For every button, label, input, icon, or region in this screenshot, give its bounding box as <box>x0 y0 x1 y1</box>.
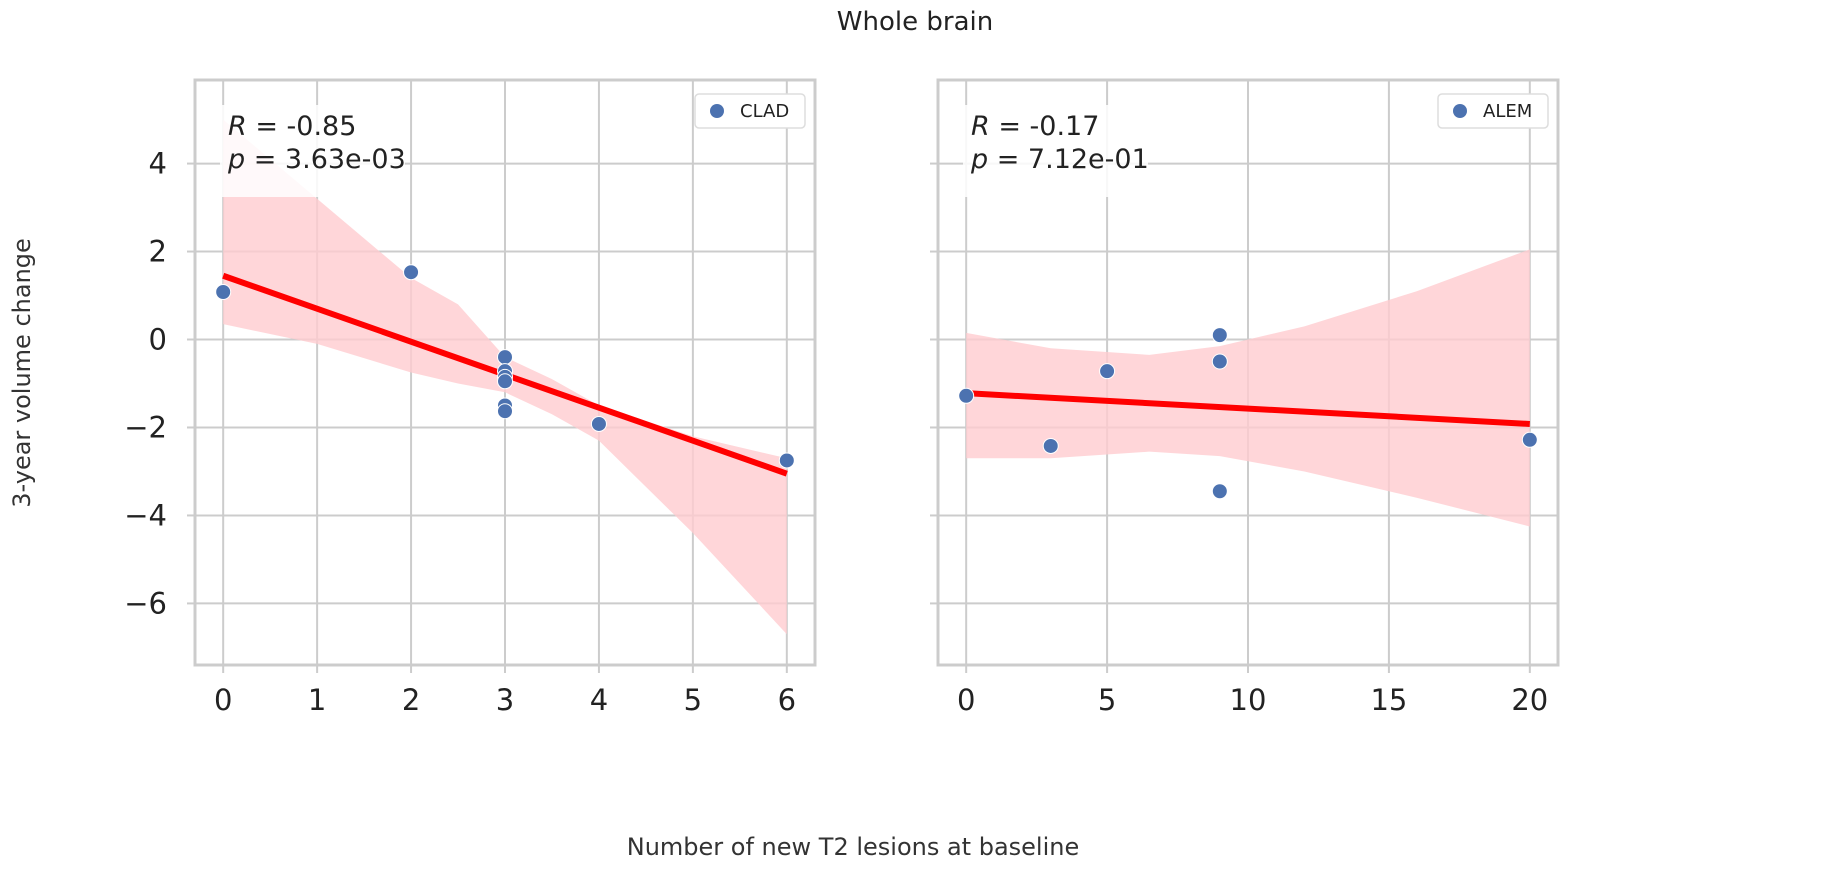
x-tick-label: 4 <box>590 683 608 717</box>
stats-box <box>220 105 405 197</box>
y-tick-label: −2 <box>124 410 167 444</box>
chart-panel-clad: 0 1 2 3 4 5 6 −6 −4 −2 0 2 4 R = -0.85p = 3.63e-03 CLA… <box>124 78 817 717</box>
x-tick-label: 0 <box>957 683 975 717</box>
data-point <box>403 264 420 281</box>
data-point <box>1521 431 1538 448</box>
x-tick-label: 20 <box>1511 683 1548 717</box>
x-tick-label: 0 <box>214 683 232 717</box>
y-tick-label: −4 <box>124 498 167 532</box>
x-tick-label: 5 <box>1098 683 1116 717</box>
stat-p-symbol: p <box>227 144 245 175</box>
stat-r-symbol: R <box>971 111 990 142</box>
stat-r-value: = -0.17 <box>990 111 1100 142</box>
data-point <box>1211 327 1228 344</box>
regression-line <box>966 390 1530 427</box>
axes-frame <box>193 78 817 667</box>
legend-box <box>694 93 806 129</box>
stat-r-value: = -0.85 <box>247 111 357 142</box>
legend-label: ALEM <box>1483 101 1532 122</box>
axes-frame <box>936 78 1560 667</box>
data-point <box>497 349 513 366</box>
data-point <box>497 403 513 420</box>
data-point <box>1211 353 1228 370</box>
y-axis-label: 3-year volume change <box>8 238 36 508</box>
x-tick-label: 1 <box>308 683 326 717</box>
x-tick-label: 2 <box>402 683 420 717</box>
stat-r-symbol: R <box>228 111 247 142</box>
legend-label: CLAD <box>740 101 789 122</box>
x-tick-label: 3 <box>496 683 514 717</box>
y-tick-label: 4 <box>149 147 167 181</box>
x-axis-label: Number of new T2 lesions at baseline <box>627 833 1080 861</box>
y-tick-label: 2 <box>149 235 167 269</box>
stat-p-value: = 7.12e-01 <box>988 144 1149 175</box>
stat-p-symbol: p <box>970 144 988 175</box>
x-tick-label: 6 <box>778 683 796 717</box>
stat-r: R = -0.17 <box>971 111 1099 142</box>
chart-panel-alem: 0 5 10 15 20 R = -0.17p = 7.12e-01 ALEM <box>930 78 1560 717</box>
data-point <box>590 415 607 432</box>
data-point <box>1042 437 1059 454</box>
legend-box <box>1437 93 1549 129</box>
data-point <box>215 284 232 301</box>
x-tick-label: 15 <box>1370 683 1407 717</box>
stat-p-value: = 3.63e-03 <box>245 144 406 175</box>
data-point <box>958 387 975 404</box>
confidence-band <box>966 249 1530 527</box>
x-tick-label: 5 <box>684 683 702 717</box>
stat-r: R = -0.85 <box>228 111 356 142</box>
data-point <box>1211 483 1228 500</box>
legend-marker <box>710 104 724 118</box>
stat-p: p = 3.63e-03 <box>227 144 406 175</box>
y-tick-label: −6 <box>124 586 167 620</box>
data-point <box>497 373 513 390</box>
stat-p: p = 7.12e-01 <box>970 144 1149 175</box>
stats-box <box>963 105 1148 197</box>
data-point <box>1099 363 1116 380</box>
y-tick-label: 0 <box>149 323 167 357</box>
x-tick-label: 10 <box>1230 683 1267 717</box>
data-point <box>778 452 795 469</box>
legend-marker <box>1453 104 1467 118</box>
figure-title: Whole brain <box>837 7 993 37</box>
